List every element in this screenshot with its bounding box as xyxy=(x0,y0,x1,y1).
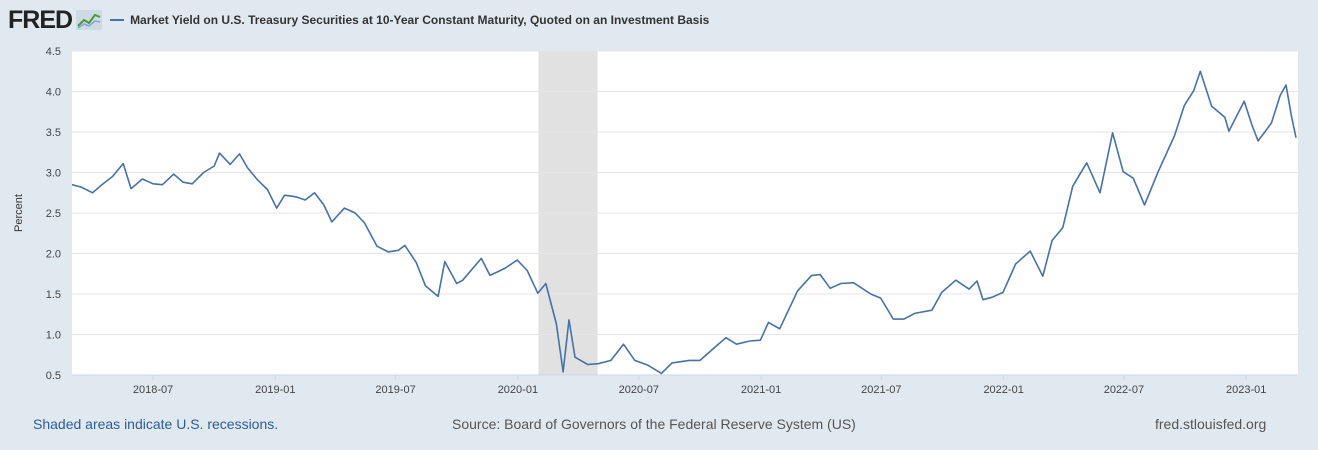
x-tick-label: 2018-07 xyxy=(133,384,173,396)
y-tick-label: 2.5 xyxy=(46,208,61,220)
x-tick-label: 2019-01 xyxy=(255,384,295,396)
fred-logo[interactable]: FRED xyxy=(8,5,73,34)
legend-series-label[interactable]: Market Yield on U.S. Treasury Securities… xyxy=(130,13,710,27)
series-line xyxy=(71,70,1297,375)
x-tick-label: 2022-01 xyxy=(983,384,1023,396)
y-tick-label: 3.5 xyxy=(46,127,61,139)
x-tick-label: 2021-01 xyxy=(741,384,781,396)
x-tick-label: 2020-07 xyxy=(619,384,659,396)
y-tick-label: 4.5 xyxy=(46,46,61,58)
fred-logo-graph-icon xyxy=(76,10,103,30)
y-tick-label: 0.5 xyxy=(46,370,61,382)
legend-swatch xyxy=(110,19,125,21)
source-note: Source: Board of Governors of the Federa… xyxy=(452,416,856,432)
chart-header: FRED Market Yield on U.S. Treasury Secur… xyxy=(8,6,709,34)
y-tick-label: 4.0 xyxy=(46,87,61,99)
y-tick-label: 3.0 xyxy=(46,168,61,180)
recession-note[interactable]: Shaded areas indicate U.S. recessions. xyxy=(33,416,279,432)
y-axis-label: Percent xyxy=(13,194,25,232)
x-tick-label: 2021-07 xyxy=(861,384,901,396)
x-tick-label: 2019-07 xyxy=(375,384,415,396)
y-tick-label: 1.5 xyxy=(46,289,61,301)
x-tick-label: 2022-07 xyxy=(1104,384,1144,396)
site-link[interactable]: fred.stlouisfed.org xyxy=(1155,416,1267,432)
x-tick-label: 2020-01 xyxy=(498,384,538,396)
y-tick-label: 2.0 xyxy=(46,249,61,261)
y-tick-label: 1.0 xyxy=(46,330,61,342)
plot-area: 0.5 1.0 1.5 2.0 2.5 3.0 3.5 4.0 4.5 2018-07 2019-0… xyxy=(13,46,1298,396)
x-tick-label: 2023-01 xyxy=(1226,384,1266,396)
